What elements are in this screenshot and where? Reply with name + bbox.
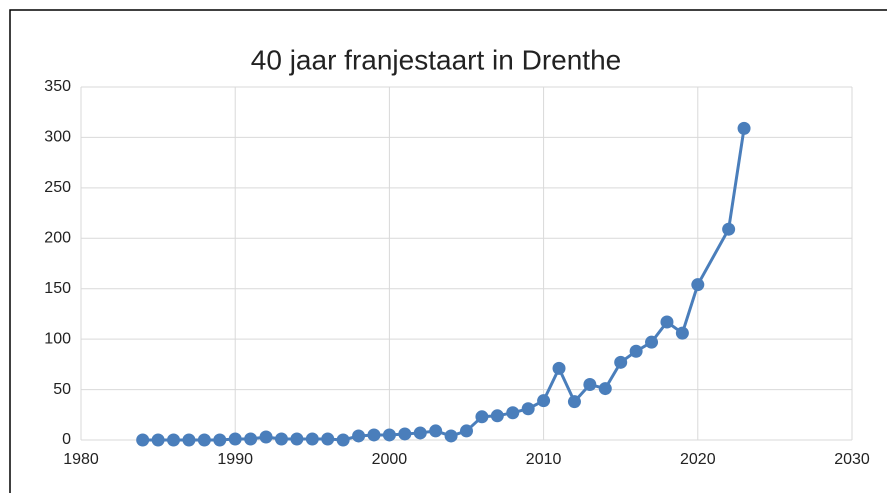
data-point — [737, 121, 751, 135]
data-point — [598, 382, 612, 396]
data-point — [475, 410, 489, 424]
y-tick-label: 350 — [44, 78, 71, 95]
data-point — [645, 335, 659, 349]
data-point — [460, 424, 473, 438]
data-point — [228, 432, 242, 446]
x-tick-label: 2020 — [680, 451, 716, 468]
data-point — [614, 355, 628, 369]
y-tick-label: 300 — [44, 129, 71, 146]
data-point — [321, 432, 335, 446]
data-point — [567, 395, 581, 409]
data-point — [305, 432, 319, 446]
data-point — [274, 432, 288, 446]
chart-title: 40 jaar franjestaart in Drenthe — [251, 44, 621, 75]
y-tick-label: 100 — [44, 330, 71, 347]
data-point — [367, 428, 381, 442]
data-point — [691, 278, 705, 292]
x-tick-label: 1990 — [217, 451, 253, 468]
data-point — [290, 432, 304, 446]
y-tick-label: 200 — [44, 230, 71, 247]
data-point — [336, 433, 350, 447]
y-tick-label: 250 — [44, 179, 71, 196]
data-point — [167, 433, 181, 447]
data-point — [398, 427, 412, 441]
data-point — [259, 430, 273, 444]
x-tick-label: 1980 — [63, 451, 99, 468]
data-point — [352, 429, 366, 443]
data-point — [583, 378, 597, 392]
data-point — [552, 361, 566, 375]
data-point — [629, 344, 643, 358]
data-point — [722, 222, 736, 236]
data-point — [151, 433, 165, 447]
x-tick-label: 2000 — [372, 451, 408, 468]
data-point — [182, 433, 196, 447]
x-tick-label: 2030 — [834, 451, 870, 468]
data-point — [136, 433, 150, 447]
y-tick-label: 50 — [53, 381, 71, 398]
data-point — [413, 426, 427, 440]
data-point — [506, 406, 520, 420]
data-point — [675, 326, 689, 340]
data-point — [537, 394, 551, 408]
y-tick-label: 150 — [44, 280, 71, 297]
data-point — [244, 432, 258, 446]
y-tick-label: 0 — [62, 431, 71, 448]
data-point — [429, 424, 443, 438]
data-point — [660, 315, 674, 329]
chart-border — [9, 9, 887, 493]
x-tick-label: 2010 — [526, 451, 562, 468]
data-point — [444, 429, 458, 443]
data-point — [521, 402, 535, 416]
data-point — [213, 433, 227, 447]
data-point — [382, 428, 396, 442]
data-point — [197, 433, 211, 447]
data-point — [490, 409, 504, 423]
